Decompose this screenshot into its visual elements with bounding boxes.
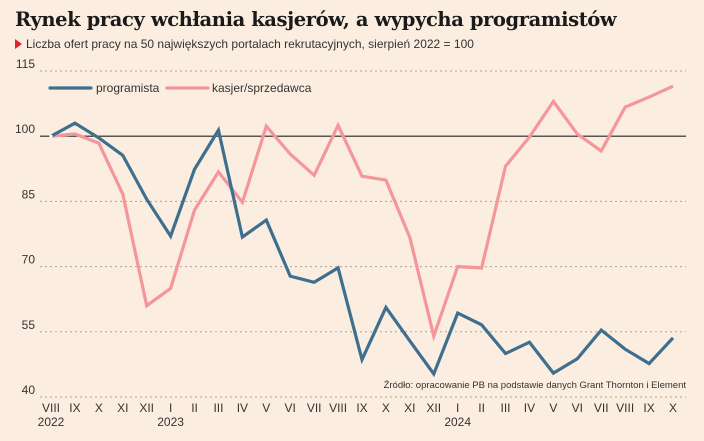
x-tick-label: VII: [594, 401, 609, 415]
gridlines: [40, 70, 686, 398]
triangle-marker-icon: [15, 39, 22, 49]
x-tick-label: VIII: [329, 401, 347, 415]
x-year-label: 2023: [157, 415, 184, 429]
x-tick-label: VIII: [42, 401, 60, 415]
x-tick-label: I: [169, 401, 172, 415]
legend-label: kasjer/sprzedawca: [212, 81, 312, 95]
x-tick-label: VII: [307, 401, 322, 415]
x-tick-label: V: [549, 401, 557, 415]
x-tick-label: XI: [117, 401, 128, 415]
x-tick-label: IV: [524, 401, 535, 415]
y-tick-label: 100: [15, 122, 35, 136]
x-tick-label: IX: [356, 401, 367, 415]
x-tick-label: VIII: [616, 401, 634, 415]
x-tick-label: III: [501, 401, 511, 415]
legend-label: programista: [96, 81, 160, 95]
x-tick-label: I: [456, 401, 459, 415]
x-tick-label: IV: [237, 401, 248, 415]
x-tick-label: II: [191, 401, 198, 415]
origin-marker: [49, 134, 53, 138]
subtitle-text: Liczba ofert pracy na 50 największych po…: [26, 37, 474, 51]
legend: programista kasjer/sprzedawca: [48, 81, 312, 95]
x-tick-label: IX: [643, 401, 654, 415]
x-tick-label: V: [262, 401, 270, 415]
x-tick-label: XII: [139, 401, 154, 415]
x-year-label: 2022: [38, 415, 65, 429]
y-tick-label: 85: [22, 187, 36, 201]
y-tick-label: 40: [22, 383, 36, 397]
series-lines: [49, 84, 675, 378]
x-axis-ticks: VIII IX X XI XII I II III IV V VI VII VIII IX X XI XII I I…: [38, 401, 677, 429]
x-tick-label: VI: [285, 401, 296, 415]
series-line-programista: [50, 121, 675, 378]
series-line-kasjer-sprzedawca: [50, 84, 674, 342]
chart-title: Rynek pracy wchłania kasjerów, a wypycha…: [15, 8, 617, 31]
x-tick-label: IX: [69, 401, 80, 415]
x-tick-label: XI: [404, 401, 415, 415]
x-tick-label: X: [95, 401, 103, 415]
x-tick-label: X: [382, 401, 390, 415]
y-axis-ticks: 40 55 70 85 100 115: [15, 57, 35, 397]
y-tick-label: 70: [22, 253, 36, 267]
source-note: Źródło: opracowanie PB na podstawie dany…: [384, 380, 687, 391]
x-year-label: 2024: [444, 415, 471, 429]
x-tick-label: X: [669, 401, 677, 415]
x-tick-label: III: [213, 401, 223, 415]
chart-subtitle: Liczba ofert pracy na 50 największych po…: [15, 37, 474, 51]
x-tick-label: XII: [426, 401, 441, 415]
y-tick-label: 115: [16, 57, 35, 71]
x-tick-label: VI: [572, 401, 583, 415]
x-tick-label: II: [478, 401, 485, 415]
y-tick-label: 55: [22, 318, 36, 332]
